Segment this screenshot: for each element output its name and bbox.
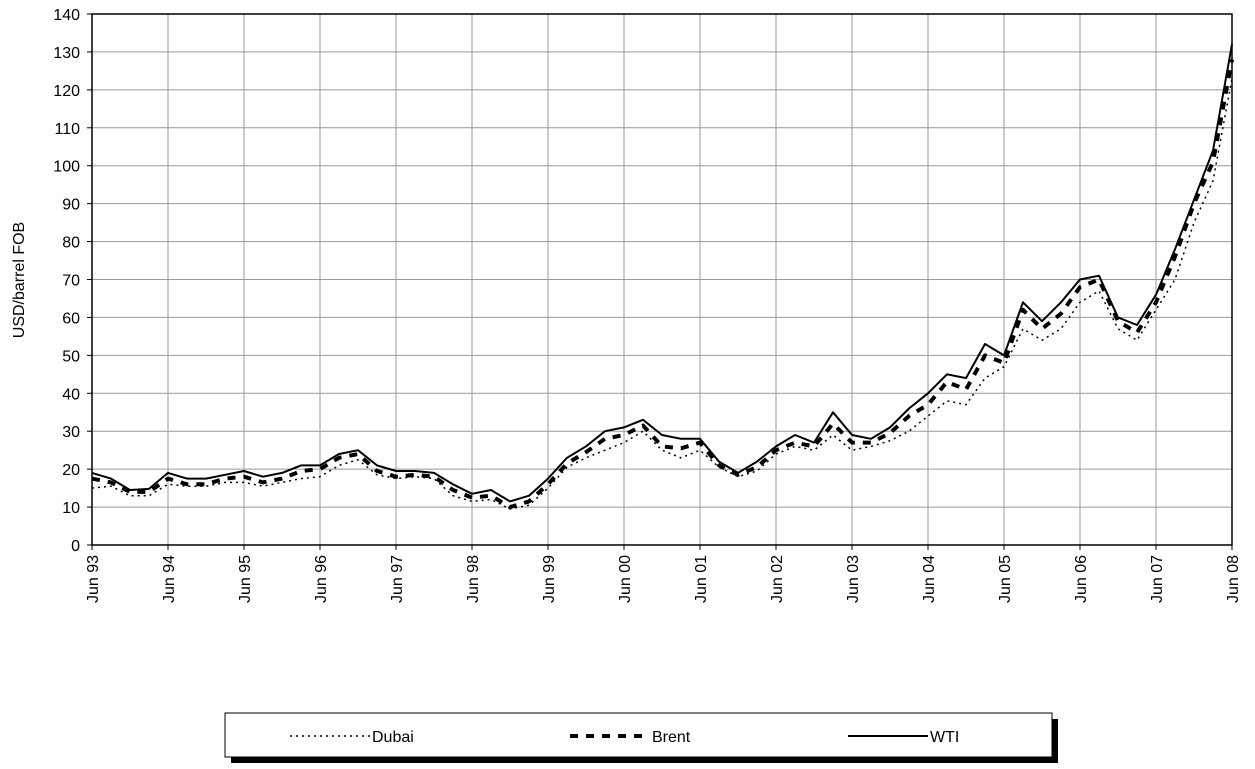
series-line bbox=[91, 44, 1233, 503]
x-tick-label: Jun 00 bbox=[617, 555, 634, 603]
legend-label: Brent bbox=[652, 729, 691, 746]
legend-label: WTI bbox=[930, 729, 959, 746]
y-tick-label: 50 bbox=[62, 348, 80, 365]
x-tick-label: Jun 05 bbox=[997, 555, 1014, 603]
y-axis-label: USD/barrel FOB bbox=[11, 222, 28, 338]
y-tick-label: 130 bbox=[53, 45, 80, 62]
y-tick-label: 100 bbox=[53, 159, 80, 176]
y-tick-label: 0 bbox=[71, 538, 80, 555]
y-tick-label: 80 bbox=[62, 235, 80, 252]
y-tick-label: 40 bbox=[62, 386, 80, 403]
x-tick-label: Jun 08 bbox=[1225, 555, 1242, 603]
x-tick-label: Jun 99 bbox=[541, 555, 558, 603]
x-tick-label: Jun 07 bbox=[1149, 555, 1166, 603]
x-tick-label: Jun 95 bbox=[237, 555, 254, 603]
y-tick-label: 30 bbox=[62, 424, 80, 441]
x-tick-label: Jun 03 bbox=[845, 555, 862, 603]
series-line bbox=[91, 78, 1233, 510]
plot-frame bbox=[91, 13, 1233, 546]
y-tick-label: 110 bbox=[54, 121, 80, 138]
legend-label: Dubai bbox=[372, 729, 414, 746]
y-tick-label: 70 bbox=[62, 273, 80, 290]
y-tick-label: 60 bbox=[62, 310, 80, 327]
y-tick-label: 10 bbox=[62, 500, 80, 517]
x-tick-label: Jun 04 bbox=[921, 555, 938, 603]
y-tick-label: 20 bbox=[62, 462, 80, 479]
x-tick-label: Jun 01 bbox=[693, 555, 710, 603]
x-tick-label: Jun 02 bbox=[769, 555, 786, 603]
y-tick-label: 120 bbox=[53, 83, 80, 100]
x-tick-label: Jun 96 bbox=[313, 555, 330, 603]
y-tick-label: 90 bbox=[62, 197, 80, 214]
x-tick-label: Jun 97 bbox=[389, 555, 406, 603]
x-tick-label: Jun 06 bbox=[1073, 555, 1090, 603]
x-tick-label: Jun 93 bbox=[85, 555, 102, 603]
y-tick-label: 140 bbox=[53, 7, 80, 24]
series-line bbox=[91, 59, 1234, 510]
x-tick-label: Jun 98 bbox=[465, 555, 482, 603]
x-tick-label: Jun 94 bbox=[161, 555, 178, 603]
